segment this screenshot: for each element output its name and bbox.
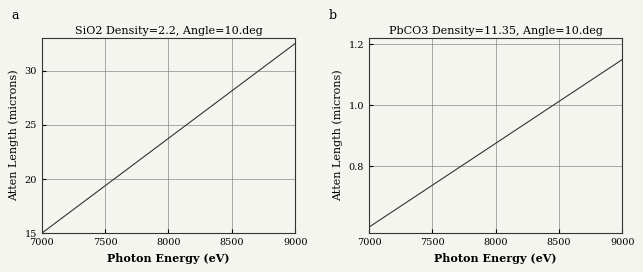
X-axis label: Photon Energy (eV): Photon Energy (eV) xyxy=(107,253,230,264)
Title: PbCO3 Density=11.35, Angle=10.deg: PbCO3 Density=11.35, Angle=10.deg xyxy=(389,26,602,36)
Text: b: b xyxy=(329,10,336,23)
X-axis label: Photon Energy (eV): Photon Energy (eV) xyxy=(435,253,557,264)
Title: SiO2 Density=2.2, Angle=10.deg: SiO2 Density=2.2, Angle=10.deg xyxy=(75,26,262,36)
Y-axis label: Atten Length (microns): Atten Length (microns) xyxy=(332,70,343,202)
Y-axis label: Atten Length (microns): Atten Length (microns) xyxy=(8,70,19,202)
Text: a: a xyxy=(12,10,19,23)
